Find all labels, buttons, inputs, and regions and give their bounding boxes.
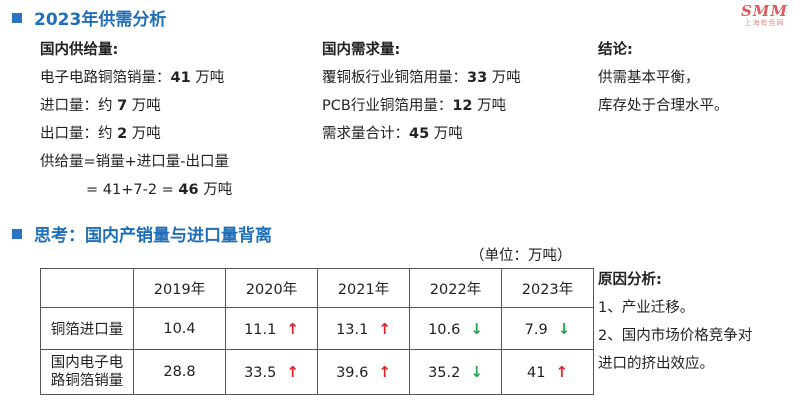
reason-line: 1、产业迁移。 xyxy=(598,300,695,316)
conclusion-line: 供需基本平衡， xyxy=(598,70,700,86)
arrow-up-icon: ↑ xyxy=(555,363,569,381)
conclusion-column: 结论: 供需基本平衡， 库存处于合理水平。 xyxy=(598,36,729,120)
table-cell: 7.9 ↓ xyxy=(501,307,594,350)
value: 45 xyxy=(409,126,430,142)
supply-column: 国内供给量: 电子电路铜箔销量：41 万吨 进口量：约 7 万吨 出口量：约 2… xyxy=(40,36,232,204)
cell-value: 33.5 xyxy=(244,365,277,381)
arrow-down-icon: ↓ xyxy=(470,363,483,381)
column-header: 2019年 xyxy=(133,268,226,308)
cell-value: 41 xyxy=(526,365,546,381)
smm-logo: SMM 上海有色网 xyxy=(741,4,788,28)
label: 电子电路铜箔销量： xyxy=(40,70,171,86)
supply-export-line: 出口量：约 2 万吨 xyxy=(40,120,232,148)
section-title-text: 思考：国内产销量与进口量背离 xyxy=(34,226,272,246)
demand-ccl-line: 覆铜板行业铜箔用量：33 万吨 xyxy=(322,64,521,92)
table-cell: 11.1 ↑ xyxy=(225,307,318,350)
label: PCB行业铜箔用量： xyxy=(322,98,453,114)
column-header xyxy=(40,268,134,308)
calc-unit: 万吨 xyxy=(198,182,233,198)
label: 需求量合计： xyxy=(322,126,409,142)
unit: 万吨 xyxy=(190,70,225,86)
unit: 万吨 xyxy=(127,126,161,142)
table-header-row: 2019年 2020年 2021年 2022年 2023年 xyxy=(40,268,594,308)
section-title-divergence: 思考：国内产销量与进口量背离 xyxy=(12,221,272,246)
calc-prefix: = 41+7-2 = xyxy=(86,182,179,198)
row-label-line: 路铜箔销量 xyxy=(50,373,124,389)
cell-value: 11.1 xyxy=(244,321,277,338)
column-header: 2021年 xyxy=(317,268,410,308)
table-cell: 10.4 xyxy=(133,307,226,350)
table-cell: 28.8 xyxy=(133,349,226,395)
conclusion-line: 库存处于合理水平。 xyxy=(598,98,729,114)
arrow-up-icon: ↑ xyxy=(286,363,299,381)
arrow-down-icon: ↓ xyxy=(470,319,483,338)
unit: 万吨 xyxy=(472,98,507,114)
column-header: 2022年 xyxy=(409,268,502,308)
demand-heading: 国内需求量: xyxy=(322,42,401,58)
row-label: 铜箔进口量 xyxy=(40,307,134,350)
value: 33 xyxy=(467,70,488,86)
column-header: 2020年 xyxy=(225,268,318,308)
value: 2 xyxy=(117,126,128,142)
unit: 万吨 xyxy=(487,70,521,86)
table-cell: 39.6 ↑ xyxy=(317,349,410,395)
conclusion-heading: 结论: xyxy=(598,42,633,58)
logo-mark: SMM xyxy=(740,2,788,20)
table-row: 国内电子电路铜箔销量 28.8 33.5 ↑ 39.6 ↑ 35.2 ↓ 41 ↑ xyxy=(40,349,594,395)
cell-value: 7.9 xyxy=(524,321,548,338)
label: 覆铜板行业铜箔用量： xyxy=(322,70,467,86)
arrow-up-icon: ↑ xyxy=(378,319,391,338)
calc-value: 46 xyxy=(178,182,199,198)
cell-value: 10.4 xyxy=(163,320,196,337)
cell-value: 39.6 xyxy=(336,365,369,381)
arrow-up-icon: ↑ xyxy=(378,363,391,381)
cell-value: 10.6 xyxy=(428,321,461,338)
unit-label: （单位：万吨） xyxy=(470,248,572,264)
supply-import-line: 进口量：约 7 万吨 xyxy=(40,92,232,120)
column-header: 2023年 xyxy=(501,268,594,308)
section-title-text: 2023年供需分析 xyxy=(34,10,167,30)
row-label: 国内电子电路铜箔销量 xyxy=(40,349,134,395)
reasons-heading: 原因分析: xyxy=(598,272,662,288)
demand-column: 国内需求量: 覆铜板行业铜箔用量：33 万吨 PCB行业铜箔用量：12 万吨 需… xyxy=(322,36,521,148)
table-cell: 13.1 ↑ xyxy=(317,307,410,350)
reason-line: 2、国内市场价格竞争对 xyxy=(598,328,753,344)
unit: 万吨 xyxy=(127,98,161,114)
table-row: 铜箔进口量 10.4 11.1 ↑ 13.1 ↑ 10.6 ↓ 7.9 ↓ xyxy=(40,307,594,350)
table-cell: 35.2 ↓ xyxy=(409,349,502,395)
demand-pcb-line: PCB行业铜箔用量：12 万吨 xyxy=(322,92,521,120)
table-cell: 10.6 ↓ xyxy=(409,307,502,350)
value: 12 xyxy=(452,98,473,114)
cell-value: 35.2 xyxy=(428,365,461,381)
reasons-column: 原因分析: 1、产业迁移。 2、国内市场价格竞争对 进口的挤出效应。 xyxy=(598,266,752,378)
arrow-down-icon: ↓ xyxy=(557,319,571,338)
cell-value: 13.1 xyxy=(336,321,369,338)
import-sales-table: 2019年 2020年 2021年 2022年 2023年 铜箔进口量 10.4… xyxy=(40,268,594,395)
section-title-supply-demand: 2023年供需分析 xyxy=(12,5,166,30)
supply-calculation: = 41+7-2 = 46 万吨 xyxy=(40,176,232,204)
supply-heading: 国内供给量: xyxy=(40,42,119,58)
table-cell: 41 ↑ xyxy=(501,349,594,395)
supply-formula: 供给量=销量+进口量-出口量 xyxy=(40,154,230,170)
cell-value: 28.8 xyxy=(163,364,196,380)
value: 41 xyxy=(170,70,191,86)
square-bullet-icon xyxy=(12,12,22,23)
supply-sales-line: 电子电路铜箔销量：41 万吨 xyxy=(40,64,232,92)
label: 出口量：约 xyxy=(40,126,118,142)
unit: 万吨 xyxy=(429,126,463,142)
table-cell: 33.5 ↑ xyxy=(225,349,318,395)
demand-total-line: 需求量合计：45 万吨 xyxy=(322,120,521,148)
arrow-up-icon: ↑ xyxy=(286,319,299,338)
logo-subtitle: 上海有色网 xyxy=(744,19,785,27)
reason-line: 进口的挤出效应。 xyxy=(598,356,714,372)
row-label-line: 国内电子电 xyxy=(50,355,124,371)
square-bullet-icon xyxy=(12,228,22,239)
label: 进口量：约 xyxy=(40,98,118,114)
value: 7 xyxy=(117,98,128,114)
